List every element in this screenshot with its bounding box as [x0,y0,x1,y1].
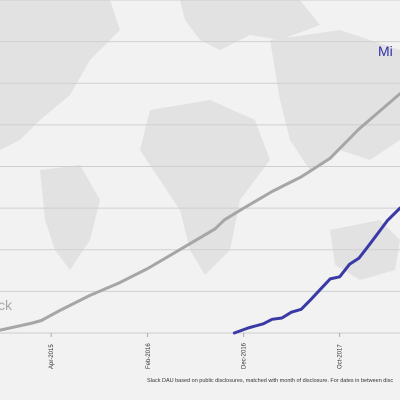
series-lines [0,92,400,335]
world-map-background [0,0,400,280]
series-line-microsoft-teams [232,206,400,335]
series-labels: ck Mi [0,43,393,313]
series-label-microsoft-teams: Mi [378,43,393,59]
x-axis: Apr-2015 Feb-2016 Dec-2016 Oct-2017 [49,333,344,369]
x-tick-label: Oct-2017 [338,344,344,369]
x-tick-label: Feb-2016 [146,343,152,369]
chart-footnote: Slack DAU based on public disclosures, m… [147,378,393,384]
series-line-slack [0,92,400,332]
gridlines [0,0,400,334]
x-tick-label: Apr-2015 [49,344,55,369]
x-tick-label: Dec-2016 [242,342,248,369]
series-label-slack: ck [0,297,13,313]
